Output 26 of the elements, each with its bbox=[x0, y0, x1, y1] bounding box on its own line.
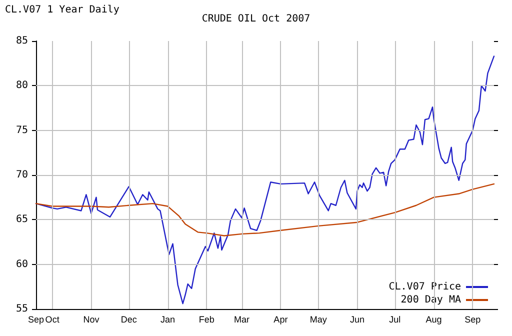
x-tick-label: Dec bbox=[120, 314, 138, 324]
line-series bbox=[35, 183, 495, 236]
chart-title: CRUDE OIL Oct 2007 bbox=[202, 14, 310, 24]
x-tick-label: May bbox=[310, 314, 328, 324]
y-tick-label: 65 bbox=[16, 214, 28, 226]
x-tick-label: Feb bbox=[198, 314, 214, 324]
x-tick-label: Sep bbox=[464, 314, 481, 324]
y-tick-label: 55 bbox=[16, 304, 28, 314]
y-tick-label: 80 bbox=[16, 80, 28, 92]
x-tick-label: Aug bbox=[426, 314, 442, 324]
x-tick-label: Jun bbox=[350, 314, 364, 324]
x-tick-label: Mar bbox=[234, 314, 250, 324]
line-series bbox=[35, 56, 495, 304]
y-tick-label: 85 bbox=[16, 36, 28, 46]
y-tick-label: 75 bbox=[16, 124, 28, 136]
x-tick-label: Oct bbox=[45, 314, 60, 324]
x-tick-label: Apr bbox=[274, 314, 288, 324]
legend-label: CL.V07 Price bbox=[388, 282, 461, 292]
y-tick-label: 60 bbox=[16, 258, 28, 270]
x-tick-label: Jan bbox=[160, 314, 176, 324]
x-tick-label: Nov bbox=[83, 314, 100, 324]
y-tick-label: 70 bbox=[16, 170, 28, 180]
legend-label: 200 Day MA bbox=[400, 294, 461, 306]
x-tick-label: Sep bbox=[28, 314, 44, 324]
chart-subtitle: CL.V07 1 Year Daily bbox=[5, 4, 120, 16]
x-tick-label: Jul bbox=[389, 314, 401, 324]
